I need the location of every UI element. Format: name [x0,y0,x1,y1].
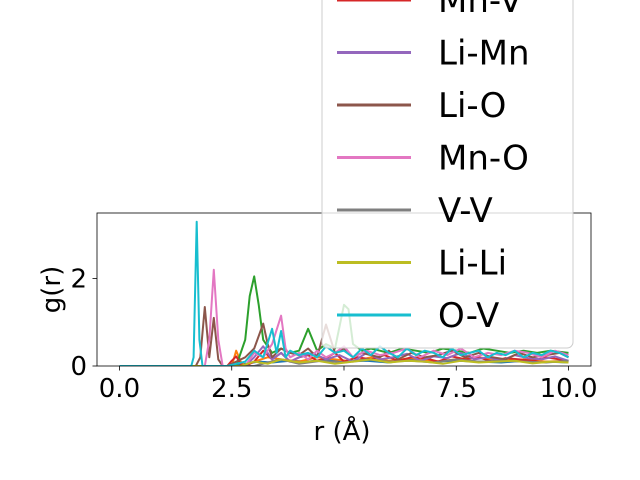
x-tick-label: 10.0 [540,374,598,404]
x-axis-label: r (Å) [313,415,370,447]
legend-box [321,0,574,349]
legend: Mn-V Li-Mn Li-O Mn-O V-V Li-Li O-V [321,0,574,349]
y-tick-label: 2 [70,265,87,295]
series-line-3 [119,268,569,366]
x-tick-label: 7.5 [436,374,477,404]
series-line-6 [119,220,569,366]
legend-label: Li-O [438,86,506,126]
x-tick-label: 0.0 [99,374,140,404]
legend-label: Mn-V [438,0,522,21]
series-line-5 [119,358,569,366]
x-tick-label: 5.0 [323,374,364,404]
legend-label: Mn-O [438,139,529,179]
y-axis-label: g(r) [37,266,67,313]
legend-label: V-V [438,191,493,231]
legend-label: Li-Li [438,244,507,284]
axes: 0.0 2.5 5.0 7.5 10.0 0 2 r (Å) g(r) [37,212,598,447]
legend-label: Li-Mn [438,34,530,74]
y-tick-label: 0 [70,352,87,382]
x-tick-label: 2.5 [211,374,252,404]
legend-label: O-V [438,296,499,336]
